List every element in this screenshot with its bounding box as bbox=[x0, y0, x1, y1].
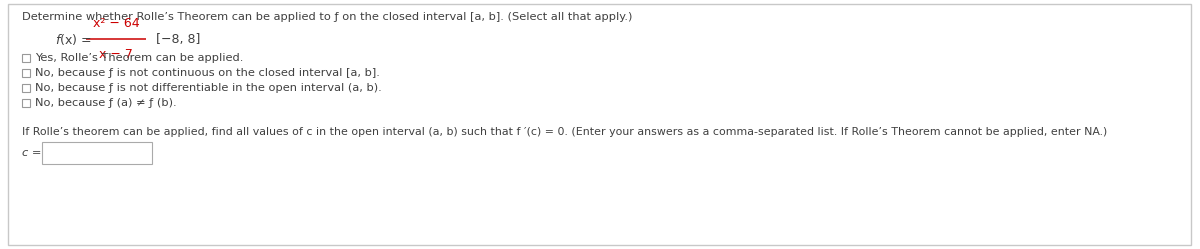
FancyBboxPatch shape bbox=[22, 99, 30, 107]
Text: No, because ƒ is not continuous on the closed interval [a, b].: No, because ƒ is not continuous on the c… bbox=[35, 68, 380, 78]
FancyBboxPatch shape bbox=[22, 54, 30, 62]
FancyBboxPatch shape bbox=[42, 142, 152, 164]
FancyBboxPatch shape bbox=[8, 4, 1190, 245]
Text: x² − 64: x² − 64 bbox=[92, 17, 139, 30]
Text: No, because ƒ is not differentiable in the open interval (a, b).: No, because ƒ is not differentiable in t… bbox=[35, 83, 382, 93]
Text: x − 7: x − 7 bbox=[100, 48, 133, 61]
FancyBboxPatch shape bbox=[22, 84, 30, 92]
Text: c =: c = bbox=[22, 148, 41, 158]
Text: [−8, 8]: [−8, 8] bbox=[156, 33, 200, 46]
Text: If Rolle’s theorem can be applied, find all values of c in the open interval (a,: If Rolle’s theorem can be applied, find … bbox=[22, 127, 1108, 137]
Text: No, because ƒ (a) ≠ ƒ (b).: No, because ƒ (a) ≠ ƒ (b). bbox=[35, 98, 176, 108]
FancyBboxPatch shape bbox=[22, 69, 30, 77]
Text: $\mathit{f}$(x) =: $\mathit{f}$(x) = bbox=[55, 32, 92, 47]
Text: Determine whether Rolle’s Theorem can be applied to ƒ on the closed interval [a,: Determine whether Rolle’s Theorem can be… bbox=[22, 12, 632, 22]
Text: Yes, Rolle’s Theorem can be applied.: Yes, Rolle’s Theorem can be applied. bbox=[35, 53, 244, 63]
